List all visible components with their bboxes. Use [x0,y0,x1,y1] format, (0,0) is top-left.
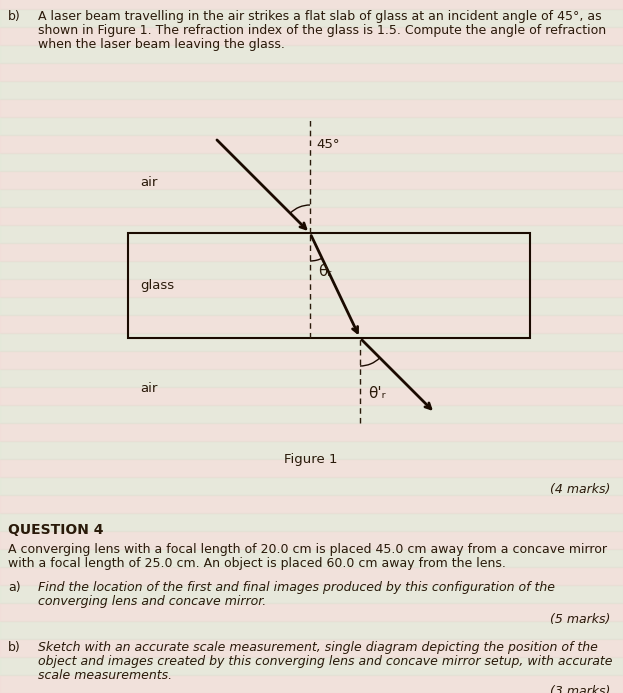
Text: A converging lens with a focal length of 20.0 cm is placed 45.0 cm away from a c: A converging lens with a focal length of… [8,543,607,556]
Text: 45°: 45° [316,138,340,151]
Bar [0,225,623,243]
Text: θᵣ: θᵣ [318,263,331,279]
Text: Figure 1: Figure 1 [284,453,338,466]
Bar [0,135,623,153]
Text: A laser beam travelling in the air strikes a flat slab of glass at an incident a: A laser beam travelling in the air strik… [38,10,602,23]
Bar [0,621,623,639]
Text: when the laser beam leaving the glass.: when the laser beam leaving the glass. [38,38,285,51]
Bar [0,549,623,567]
Bar [0,531,623,549]
Bar [0,297,623,315]
Bar [0,459,623,477]
Bar [0,603,623,621]
Bar [0,387,623,405]
Text: object and images created by this converging lens and concave mirror setup, with: object and images created by this conver… [38,655,612,668]
Text: scale measurements.: scale measurements. [38,669,172,682]
Bar [0,495,623,513]
Bar [0,423,623,441]
Bar [0,0,623,9]
Bar [0,585,623,603]
Bar [128,233,530,338]
Text: a): a) [8,581,21,594]
Bar [0,207,623,225]
Bar [0,567,623,585]
Text: shown in Figure 1. The refraction index of the glass is 1.5. Compute the angle o: shown in Figure 1. The refraction index … [38,24,606,37]
Bar [0,117,623,135]
Bar [0,315,623,333]
Bar [0,189,623,207]
Text: Find the location of the first and final images produced by this configuration o: Find the location of the first and final… [38,581,555,594]
Bar [0,171,623,189]
Bar [0,477,623,495]
Bar [0,81,623,99]
Bar [0,657,623,675]
Bar [0,333,623,351]
Text: b): b) [8,641,21,654]
Text: b): b) [8,10,21,23]
Bar [0,279,623,297]
Bar [0,513,623,531]
Bar [0,45,623,63]
Bar [0,153,623,171]
Bar [0,243,623,261]
Text: QUESTION 4: QUESTION 4 [8,523,103,537]
Bar [0,63,623,81]
Text: Sketch with an accurate scale measurement, single diagram depicting the position: Sketch with an accurate scale measuremen… [38,641,598,654]
Bar [0,405,623,423]
Text: (3 marks): (3 marks) [549,685,610,693]
Bar [0,9,623,27]
Text: (4 marks): (4 marks) [549,483,610,496]
Text: θ'ᵣ: θ'ᵣ [368,385,386,401]
Bar [0,261,623,279]
Text: glass: glass [140,279,174,292]
Bar [0,369,623,387]
Bar [0,99,623,117]
Text: air: air [140,177,158,189]
Bar [0,27,623,45]
Bar [0,351,623,369]
Bar [0,639,623,657]
Text: air: air [140,382,158,394]
Text: converging lens and concave mirror.: converging lens and concave mirror. [38,595,266,608]
Bar [0,675,623,693]
Bar [0,441,623,459]
Text: (5 marks): (5 marks) [549,613,610,626]
Text: with a focal length of 25.0 cm. An object is placed 60.0 cm away from the lens.: with a focal length of 25.0 cm. An objec… [8,557,506,570]
